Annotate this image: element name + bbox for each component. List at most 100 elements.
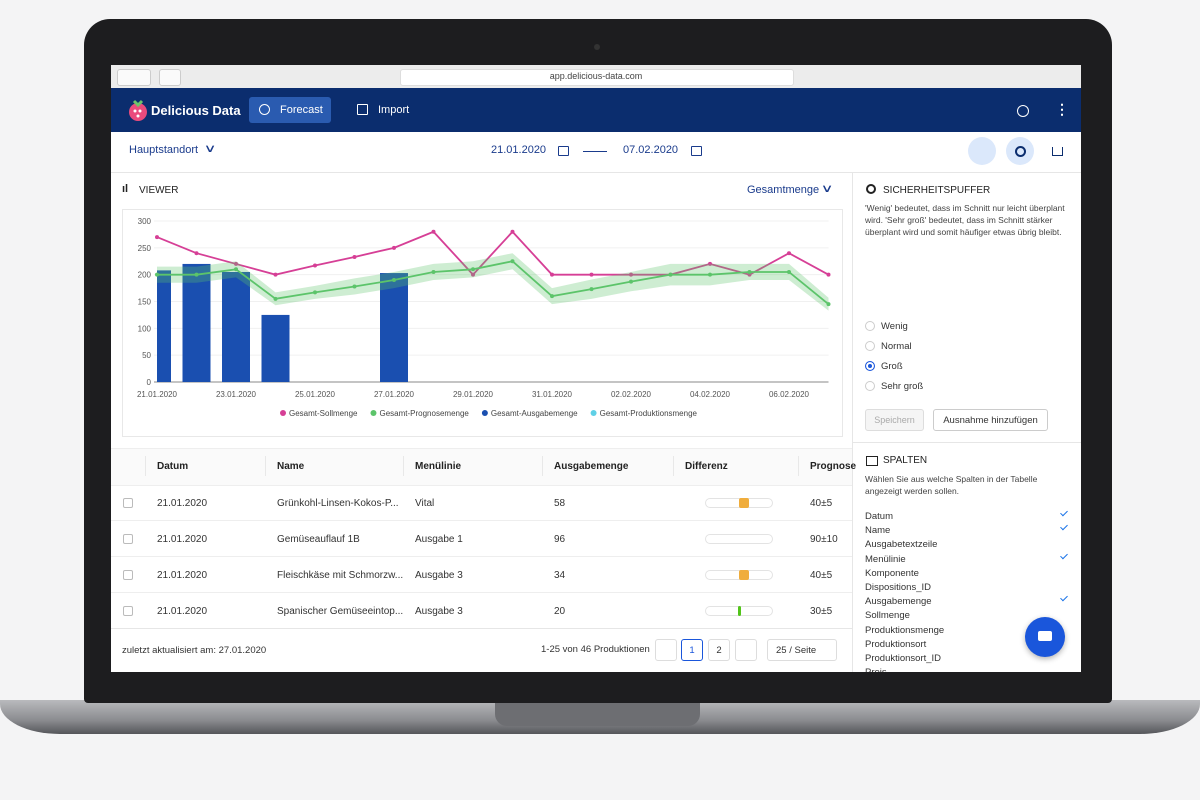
- column-option[interactable]: Ausgabemenge: [865, 596, 932, 608]
- point: [392, 278, 396, 283]
- y-tick-label: 50: [142, 351, 151, 360]
- table-header: [111, 448, 852, 486]
- camera: [594, 44, 600, 50]
- point: [392, 245, 396, 250]
- calendar-icon[interactable]: [558, 146, 569, 156]
- next-page[interactable]: [735, 639, 757, 661]
- confidence-band: [157, 253, 829, 311]
- location-caret[interactable]: ∨: [203, 143, 217, 155]
- point: [629, 272, 633, 277]
- column-option[interactable]: Produktionsmenge: [865, 624, 945, 636]
- line: [156, 230, 829, 276]
- add-exception-label[interactable]: Ausnahme hinzufügen: [943, 415, 1038, 426]
- radio-label[interactable]: Wenig: [881, 321, 908, 332]
- page-size[interactable]: 25 / Seite: [776, 645, 817, 656]
- expand-button[interactable]: [123, 570, 133, 580]
- prev-page[interactable]: [655, 639, 677, 661]
- column-header[interactable]: Ausgabemenge: [554, 461, 629, 472]
- page-number[interactable]: 2: [716, 645, 722, 656]
- column-option[interactable]: Komponente: [865, 567, 919, 579]
- column-option[interactable]: Preis: [865, 667, 887, 672]
- point: [708, 272, 712, 277]
- point: [510, 259, 515, 264]
- column-header[interactable]: Prognose: [810, 461, 857, 472]
- column-option[interactable]: Produktionsort: [865, 638, 927, 650]
- column-option[interactable]: Produktionsort_ID: [865, 653, 942, 664]
- address-bar[interactable]: [400, 69, 794, 86]
- measure-caret[interactable]: ∨: [820, 183, 834, 195]
- column-header[interactable]: Name: [277, 461, 305, 472]
- sidebar-button[interactable]: [159, 69, 181, 86]
- viewer-icon: ıl: [122, 183, 129, 195]
- column-header[interactable]: Datum: [157, 461, 189, 472]
- column-divider: [265, 456, 266, 476]
- column-header[interactable]: Menülinie: [415, 461, 462, 472]
- location-select[interactable]: Hauptstandort: [129, 144, 199, 156]
- radio-label[interactable]: Normal: [881, 341, 912, 352]
- point: [155, 272, 159, 277]
- cell: 21.01.2020: [157, 606, 208, 617]
- save-label[interactable]: Speichern: [874, 415, 915, 425]
- radio[interactable]: [865, 321, 875, 331]
- page-button[interactable]: [708, 639, 730, 661]
- date-from[interactable]: 21.01.2020: [491, 144, 547, 156]
- column-option[interactable]: Sollmenge: [865, 610, 910, 622]
- point: [550, 272, 554, 277]
- column-option[interactable]: Dispositions_ID: [865, 582, 931, 593]
- table-icon: [866, 456, 878, 466]
- column-option[interactable]: Datum: [865, 511, 893, 522]
- nav-icon: [357, 104, 368, 115]
- page-size-box[interactable]: [767, 639, 837, 661]
- expand-button[interactable]: [123, 498, 133, 508]
- calendar-icon[interactable]: [691, 146, 702, 156]
- legend-marker: [590, 410, 597, 416]
- share-icon[interactable]: [1052, 147, 1063, 156]
- cell: 34: [554, 570, 566, 581]
- point: [352, 284, 357, 289]
- bar: [380, 273, 408, 382]
- back-forward[interactable]: [117, 69, 151, 86]
- column-option[interactable]: Ausgabetextzeile: [865, 539, 938, 551]
- radio-label[interactable]: Groß: [881, 361, 903, 372]
- nav-label[interactable]: Import: [378, 104, 410, 116]
- expand-button[interactable]: [123, 606, 133, 616]
- date-to[interactable]: 07.02.2020: [623, 144, 679, 156]
- point: [747, 269, 752, 274]
- radio[interactable]: [865, 361, 875, 371]
- section-description: 'Wenig' bedeutet, dass im Schnitt nur le…: [865, 203, 1065, 237]
- column-option[interactable]: Name: [865, 525, 891, 537]
- column-option[interactable]: Menülinie: [865, 553, 906, 565]
- point: [589, 287, 594, 292]
- page-button[interactable]: [681, 639, 703, 661]
- expand-button[interactable]: [123, 534, 133, 544]
- range-arrow: [583, 151, 607, 152]
- point: [708, 261, 712, 266]
- legend-marker: [370, 410, 377, 416]
- x-tick-label: 02.02.2020: [611, 390, 652, 399]
- nav-label[interactable]: Forecast: [280, 104, 323, 116]
- cell: 40±5: [810, 570, 833, 581]
- radio[interactable]: [865, 381, 875, 391]
- point: [313, 263, 317, 268]
- point: [273, 272, 278, 277]
- point: [234, 261, 238, 266]
- add-exception-button[interactable]: [933, 409, 1048, 431]
- point: [431, 229, 436, 234]
- radio[interactable]: [865, 341, 875, 351]
- legend-marker: [280, 410, 286, 416]
- viewer-toggle[interactable]: [968, 137, 996, 165]
- menu-icon[interactable]: ⋮: [1055, 101, 1069, 117]
- point: [510, 229, 515, 234]
- page-number[interactable]: 1: [689, 645, 695, 656]
- measure-select[interactable]: Gesamtmenge: [747, 184, 820, 196]
- globe-icon[interactable]: [1017, 105, 1029, 117]
- radio-label[interactable]: Sehr groß: [881, 381, 924, 392]
- cell: Ausgabe 3: [415, 570, 463, 581]
- legend-label: Gesamt-Produktionsmenge: [600, 409, 698, 418]
- point: [352, 254, 357, 259]
- save-button[interactable]: [865, 409, 924, 431]
- column-header[interactable]: Differenz: [685, 461, 728, 472]
- toolbar: [111, 132, 1081, 173]
